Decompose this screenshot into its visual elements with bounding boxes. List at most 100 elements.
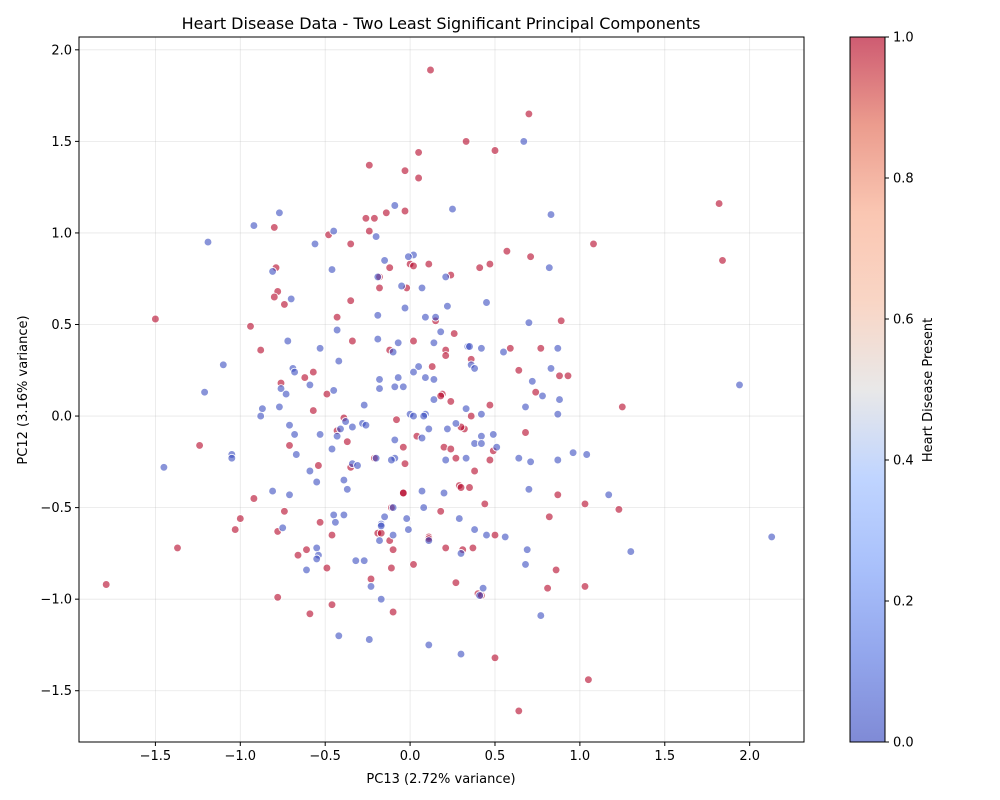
data-point-disease [315,517,325,527]
data-point-no-disease [334,631,344,641]
data-point-no-disease [478,583,488,593]
data-point-no-disease [735,380,744,390]
data-point-disease [436,506,446,516]
y-tick-label: 1.5 [51,135,72,150]
data-point-no-disease [404,525,413,534]
data-point-no-disease [388,503,398,512]
data-point-no-disease [522,545,532,555]
data-point-no-disease [387,455,396,465]
y-axis-ticks: −1.5 −1.0 −0.5 0.0 0.5 1.0 1.5 2.0 [40,43,79,699]
x-tick-label: 1.0 [570,749,591,764]
data-point-disease [551,565,561,575]
data-point-disease [480,499,490,509]
x-tick-label: 0.0 [400,749,421,764]
data-point-disease [414,173,423,183]
data-point-no-disease [521,402,530,412]
data-point-disease [456,483,466,492]
data-point-no-disease [429,395,439,404]
plot-frame [78,36,805,743]
data-point-disease [308,367,318,377]
y-tick-label: −0.5 [40,501,72,516]
data-point-disease [475,263,485,273]
data-point-disease [370,213,379,223]
data-point-disease [514,365,524,375]
data-point-no-disease [477,343,486,353]
data-point-disease [580,582,590,591]
data-point-no-disease [404,252,413,262]
data-point-no-disease [538,391,547,401]
data-point-no-disease [626,547,636,556]
data-point-disease [461,137,471,146]
data-point-no-disease [443,301,452,311]
data-point-no-disease [364,635,374,644]
data-point-disease [346,239,356,249]
data-point-disease [553,490,563,500]
data-point-disease [398,488,408,498]
data-point-disease [466,411,476,421]
data-point-disease [556,316,566,326]
data-point-disease [446,397,456,406]
data-point-no-disease [524,318,534,328]
data-point-no-disease [302,565,311,575]
data-point-no-disease [482,530,491,540]
data-point-disease [387,563,396,573]
data-point-no-disease [555,395,564,404]
data-point-disease [409,560,418,569]
data-point-no-disease [312,543,322,553]
data-point-no-disease [227,453,237,463]
data-point-no-disease [312,554,322,564]
data-point-no-disease [499,347,508,357]
data-point-no-disease [390,201,400,210]
data-point-disease [409,261,418,271]
data-point-no-disease [519,137,529,146]
y-tick-label: −1.5 [40,684,72,699]
data-point-no-disease [275,402,284,412]
data-point-disease [470,466,479,476]
data-point-disease [446,444,456,454]
data-point-no-disease [315,430,325,439]
data-point-disease [584,675,593,685]
colorbar-tick-label: 0.8 [893,172,914,187]
colorbar-ticks: 0.0 0.2 0.4 0.6 0.8 1.0 [885,31,914,751]
data-point-disease [346,296,356,306]
data-point-disease [376,528,386,538]
data-point-no-disease [461,453,471,463]
data-point-no-disease [256,411,266,421]
data-point-no-disease [521,560,530,569]
data-point-disease [327,530,337,540]
data-point-no-disease [275,208,284,218]
data-point-no-disease [546,210,556,219]
data-point-no-disease [482,298,491,307]
data-point-disease [451,453,461,463]
data-point-disease [424,259,434,269]
data-point-no-disease [373,272,383,282]
scatter-points [101,65,777,716]
data-point-disease [314,461,323,470]
data-point-no-disease [281,389,291,399]
data-point-disease [531,387,541,397]
data-point-no-disease [376,594,386,604]
data-point-no-disease [443,424,452,434]
data-point-no-disease [348,422,357,432]
x-tick-label: −1.0 [225,749,257,764]
data-point-no-disease [414,362,423,371]
data-point-disease [490,530,500,540]
data-point-disease [490,653,500,663]
data-point-no-disease [305,380,315,390]
data-point-no-disease [397,281,406,291]
data-point-no-disease [441,272,451,282]
data-point-disease [280,506,289,516]
data-point-disease [101,580,111,589]
colorbar [849,36,886,743]
data-point-no-disease [329,386,339,395]
data-point-disease [364,226,374,236]
data-point-disease [485,455,495,465]
data-point-no-disease [451,419,461,428]
data-point-no-disease [500,532,510,542]
data-point-disease [392,415,401,425]
data-point-disease [436,391,446,401]
data-point-disease [280,300,289,309]
data-point-no-disease [359,556,369,566]
data-point-disease [490,146,500,155]
